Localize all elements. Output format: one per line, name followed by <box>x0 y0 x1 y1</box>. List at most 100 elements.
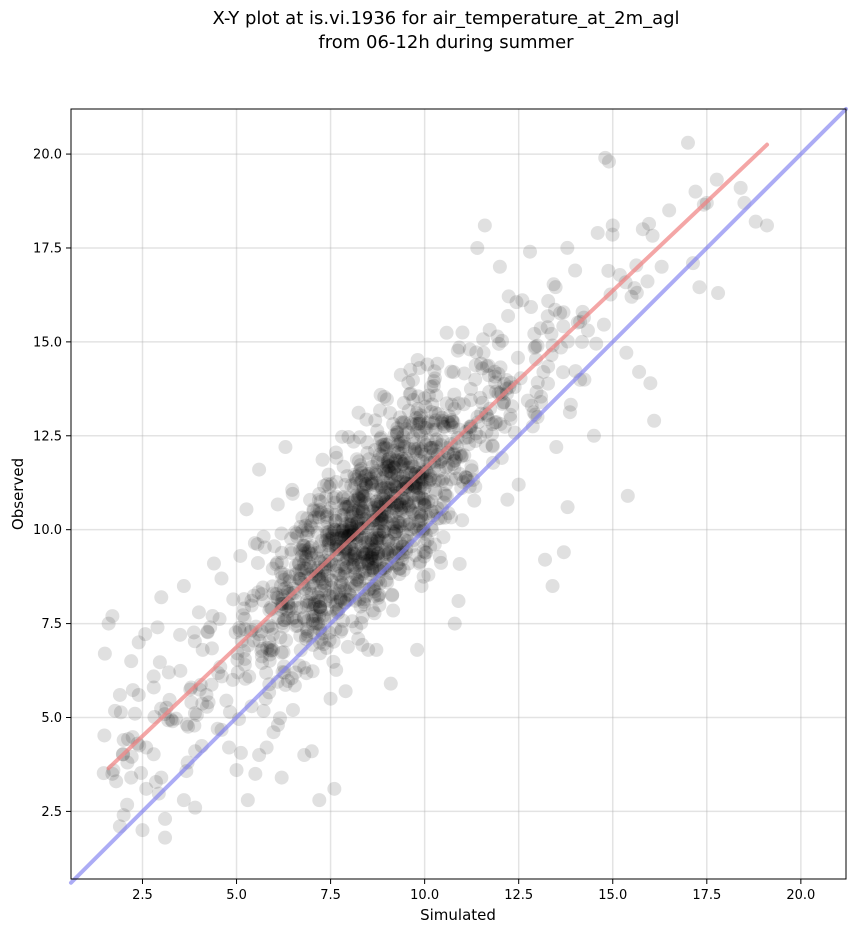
data-point <box>189 707 204 722</box>
data-point <box>417 497 432 512</box>
data-point <box>528 339 543 354</box>
data-point <box>446 447 461 462</box>
data-point <box>476 332 491 347</box>
data-point <box>349 507 364 522</box>
data-point <box>287 610 302 625</box>
data-point <box>405 504 420 519</box>
data-point <box>319 490 334 505</box>
data-point <box>624 289 639 304</box>
data-point <box>390 438 405 453</box>
data-point <box>370 530 385 545</box>
data-point <box>360 445 375 460</box>
data-point <box>325 587 340 602</box>
data-point <box>396 469 411 484</box>
data-point <box>259 665 274 680</box>
data-point <box>407 443 422 458</box>
data-point <box>414 441 429 456</box>
data-point <box>127 706 142 721</box>
data-point <box>393 459 408 474</box>
data-point <box>225 672 240 687</box>
data-point <box>407 436 422 451</box>
data-point <box>469 345 484 360</box>
data-point <box>335 552 350 567</box>
data-point <box>265 642 280 657</box>
data-point <box>445 414 460 429</box>
data-point <box>501 308 516 323</box>
data-point <box>380 515 395 530</box>
data-point <box>124 654 139 669</box>
data-point <box>312 502 327 517</box>
data-point <box>284 531 299 546</box>
data-point <box>392 453 407 468</box>
data-point <box>403 362 418 377</box>
data-point <box>158 811 173 826</box>
data-point <box>355 501 370 516</box>
data-point <box>297 660 312 675</box>
data-point <box>350 570 365 585</box>
data-point <box>352 492 367 507</box>
data-point <box>429 388 444 403</box>
data-point <box>299 586 314 601</box>
data-point <box>401 498 416 513</box>
y-tick-label: 5.0 <box>41 711 62 726</box>
data-point <box>322 589 337 604</box>
data-point <box>255 642 270 657</box>
data-point <box>247 536 262 551</box>
data-point <box>491 336 506 351</box>
data-point <box>302 567 317 582</box>
data-point <box>447 401 462 416</box>
data-point <box>441 458 456 473</box>
data-point <box>377 524 392 539</box>
data-point <box>203 620 218 635</box>
data-point <box>447 461 462 476</box>
data-point <box>365 561 380 576</box>
data-point <box>364 532 379 547</box>
data-point <box>601 263 616 278</box>
data-point <box>318 576 333 591</box>
data-point <box>343 581 358 596</box>
data-point <box>237 621 252 636</box>
data-point <box>300 628 315 643</box>
data-point <box>540 309 555 324</box>
data-point <box>410 423 425 438</box>
data-point <box>214 669 229 684</box>
data-point <box>282 569 297 584</box>
data-point <box>116 733 131 748</box>
data-point <box>436 530 451 545</box>
data-point <box>305 564 320 579</box>
data-point <box>299 561 314 576</box>
data-point <box>369 494 384 509</box>
data-point <box>347 546 362 561</box>
y-tick-label: 20.0 <box>33 148 62 163</box>
data-point <box>354 539 369 554</box>
data-point <box>329 534 344 549</box>
data-point <box>336 507 351 522</box>
data-point <box>380 454 395 469</box>
data-point <box>387 517 402 532</box>
data-point <box>632 364 647 379</box>
data-point <box>419 464 434 479</box>
data-point <box>497 376 512 391</box>
data-point <box>179 717 194 732</box>
data-point <box>296 611 311 626</box>
data-point <box>479 424 494 439</box>
data-point <box>493 360 508 375</box>
data-point <box>270 555 285 570</box>
data-point <box>334 512 349 527</box>
data-point <box>387 479 402 494</box>
data-point <box>423 469 438 484</box>
data-point <box>329 586 344 601</box>
data-point <box>346 434 361 449</box>
data-point <box>470 240 485 255</box>
data-point <box>105 609 120 624</box>
data-point <box>386 550 401 565</box>
data-point <box>546 277 561 292</box>
data-point <box>346 549 361 564</box>
data-point <box>403 416 418 431</box>
data-point <box>277 613 292 628</box>
data-point <box>471 415 486 430</box>
data-point <box>339 525 354 540</box>
data-point <box>328 542 343 557</box>
data-point <box>335 429 350 444</box>
